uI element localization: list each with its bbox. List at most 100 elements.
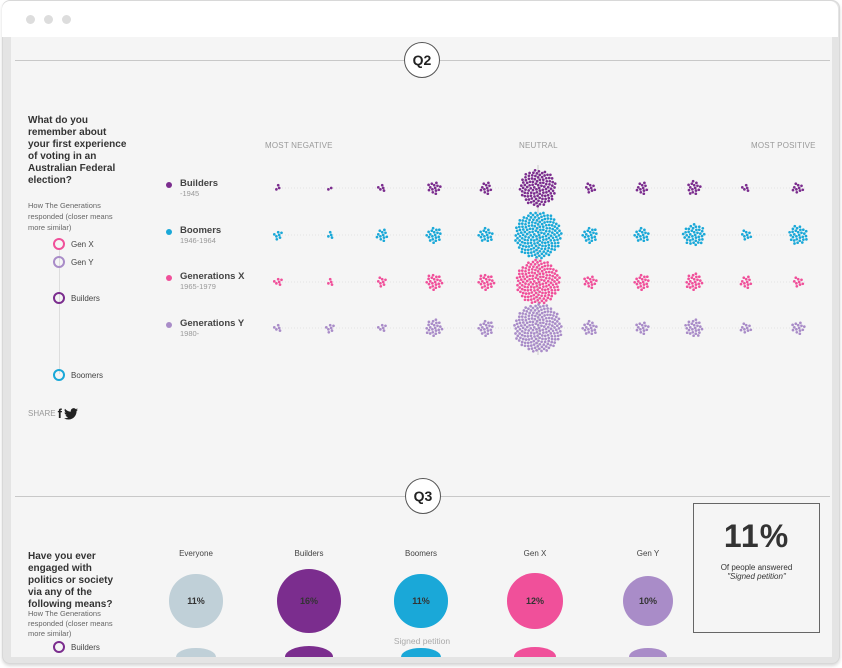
respondent-dot <box>532 171 535 175</box>
response-cluster[interactable] <box>681 223 706 247</box>
respondent-dot <box>692 241 695 245</box>
response-cluster[interactable] <box>791 182 805 194</box>
respondent-dot <box>553 182 557 185</box>
response-cluster[interactable] <box>425 273 444 292</box>
response-cluster[interactable] <box>739 322 753 334</box>
percent-bubble[interactable]: 16% <box>277 569 341 633</box>
respondent-dot <box>581 233 585 237</box>
respondent-dot <box>547 196 551 200</box>
response-cluster[interactable] <box>584 182 597 194</box>
respondent-dot <box>639 282 642 285</box>
respondent-dot <box>739 282 743 286</box>
respondent-dot <box>739 328 743 332</box>
response-cluster[interactable] <box>518 168 557 208</box>
facebook-icon[interactable]: f <box>57 406 62 421</box>
response-cluster[interactable] <box>376 276 387 288</box>
response-cluster[interactable] <box>788 224 808 245</box>
respondent-dot <box>482 229 486 233</box>
response-cluster[interactable] <box>375 228 389 243</box>
respondent-dot <box>788 230 791 234</box>
respondent-dot <box>743 237 747 241</box>
percent-bubble-next-row[interactable] <box>628 648 668 657</box>
respondent-dot <box>549 264 553 268</box>
response-cluster[interactable] <box>425 318 444 338</box>
share-bar: SHARE f <box>28 406 78 421</box>
response-cluster[interactable] <box>687 179 702 196</box>
minimize-window-dot[interactable] <box>44 15 53 24</box>
respondent-dot <box>549 187 553 191</box>
response-cluster[interactable] <box>272 277 283 286</box>
legend-label: Boomers <box>71 370 104 380</box>
response-cluster[interactable] <box>327 186 333 191</box>
response-cluster[interactable] <box>633 273 650 292</box>
respondent-dot <box>744 277 748 281</box>
response-cluster[interactable] <box>792 276 805 288</box>
respondent-dot <box>525 310 529 313</box>
respondent-dot <box>542 211 545 215</box>
percent-bubble[interactable]: 11% <box>394 574 448 628</box>
respondent-dot <box>540 278 543 282</box>
respondent-dot <box>328 230 332 234</box>
response-cluster[interactable] <box>513 303 563 353</box>
response-cluster[interactable] <box>479 181 493 196</box>
response-cluster[interactable] <box>583 275 598 290</box>
response-cluster[interactable] <box>739 275 753 290</box>
respondent-dot <box>483 319 487 323</box>
respondent-dot <box>538 225 542 229</box>
respondent-dot <box>485 186 489 190</box>
response-cluster[interactable] <box>272 323 282 332</box>
percent-bubble[interactable]: 11% <box>169 574 223 628</box>
respondent-dot <box>431 330 435 334</box>
response-cluster[interactable] <box>740 183 750 192</box>
respondent-dot <box>688 192 692 195</box>
ring-icon <box>53 369 65 381</box>
response-cluster[interactable] <box>477 319 494 338</box>
respondent-dot <box>538 192 542 196</box>
respondent-dot <box>527 261 530 265</box>
response-cluster[interactable] <box>684 318 704 338</box>
response-cluster[interactable] <box>425 226 442 245</box>
percent-bubble-next-row[interactable] <box>513 647 557 657</box>
respondent-dot <box>519 184 523 187</box>
respondent-dot <box>688 280 692 283</box>
respondent-dot <box>528 230 531 234</box>
response-cluster[interactable] <box>427 181 442 196</box>
response-cluster[interactable] <box>635 321 650 336</box>
response-cluster[interactable] <box>275 183 281 191</box>
response-cluster[interactable] <box>327 230 334 239</box>
close-window-dot[interactable] <box>26 15 35 24</box>
respondent-dot <box>800 231 803 235</box>
percent-bubble-next-row[interactable] <box>175 647 217 657</box>
response-cluster[interactable] <box>477 226 494 243</box>
percent-bubble-next-row[interactable] <box>284 645 334 657</box>
response-cluster[interactable] <box>477 273 496 292</box>
response-cluster[interactable] <box>740 229 753 241</box>
response-cluster[interactable] <box>515 258 561 305</box>
respondent-dot <box>546 264 550 267</box>
maximize-window-dot[interactable] <box>62 15 71 24</box>
respondent-dot <box>638 322 642 326</box>
response-cluster[interactable] <box>791 321 806 336</box>
twitter-icon[interactable] <box>63 407 78 420</box>
response-cluster[interactable] <box>633 226 650 243</box>
respondent-dot <box>434 332 438 336</box>
respondent-dot <box>644 278 647 282</box>
response-cluster[interactable] <box>685 272 704 292</box>
respondent-dot <box>434 283 438 286</box>
respondent-dot <box>425 326 429 330</box>
generation-years: -1945 <box>180 189 200 198</box>
percent-bubble[interactable]: 10% <box>622 575 674 627</box>
response-cluster[interactable] <box>272 230 283 241</box>
response-cluster[interactable] <box>324 323 335 334</box>
response-cluster[interactable] <box>514 211 563 260</box>
response-cluster[interactable] <box>581 319 598 336</box>
response-cluster[interactable] <box>376 323 387 332</box>
respondent-dot <box>591 275 594 279</box>
response-cluster[interactable] <box>635 181 649 196</box>
response-cluster[interactable] <box>327 277 334 286</box>
percent-bubble[interactable]: 12% <box>507 573 563 629</box>
percent-bubble-next-row[interactable] <box>400 647 442 657</box>
respondent-dot <box>694 192 698 196</box>
response-cluster[interactable] <box>376 183 386 192</box>
response-cluster[interactable] <box>581 226 598 245</box>
